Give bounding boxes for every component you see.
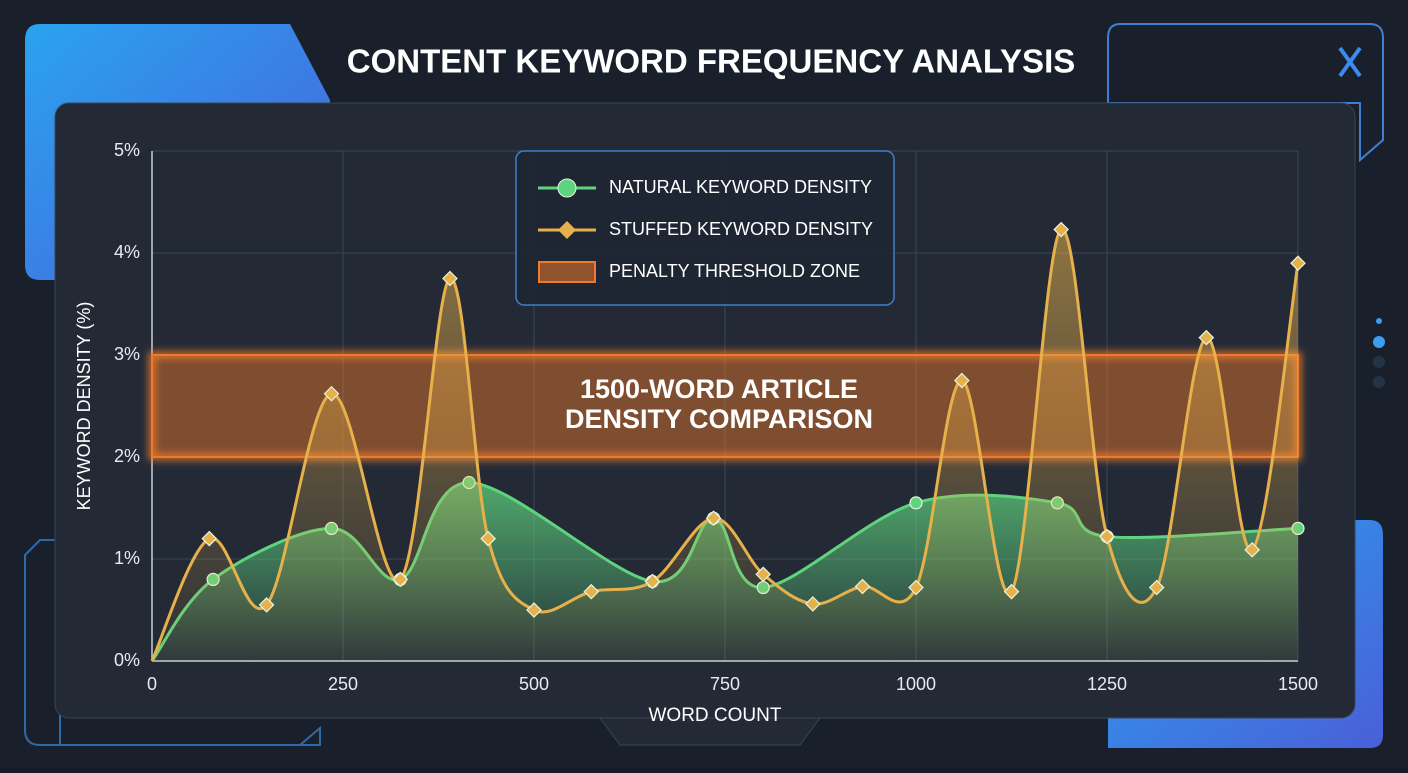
deco-icon <box>1338 46 1362 78</box>
y-tick-label: 5% <box>114 140 140 160</box>
legend-label: PENALTY THRESHOLD ZONE <box>609 261 860 281</box>
diamond-marker <box>1003 583 1020 600</box>
deco-dot <box>1373 336 1385 348</box>
x-tick-label: 250 <box>328 674 358 694</box>
x-tick-label: 750 <box>710 674 740 694</box>
circle-marker <box>909 496 923 510</box>
diamond-marker <box>1244 541 1261 558</box>
y-tick-label: 1% <box>114 548 140 568</box>
diamond-marker <box>583 583 600 600</box>
diamond-marker <box>953 372 970 389</box>
diamond-marker <box>201 530 218 547</box>
diamond-marker <box>1290 255 1306 272</box>
diamond-marker <box>392 571 409 588</box>
diamond-marker <box>526 602 542 618</box>
y-tick-label: 4% <box>114 242 140 262</box>
annotation: DENSITY COMPARISON <box>565 404 873 434</box>
diamond-marker <box>258 597 275 613</box>
chart-title: CONTENT KEYWORD FREQUENCY ANALYSIS <box>347 43 1076 80</box>
diamond-marker <box>1053 221 1070 238</box>
x-tick-label: 1000 <box>896 674 936 694</box>
diamond-marker <box>323 385 340 402</box>
deco-dot <box>1373 376 1385 388</box>
deco-dot <box>1373 356 1385 368</box>
deco-panel <box>1107 23 1384 163</box>
diamond-marker <box>705 510 722 527</box>
x-tick-label: 0 <box>147 674 157 694</box>
diamond-marker <box>1148 579 1165 596</box>
deco-panel <box>24 539 321 746</box>
annotation: 1500-WORD ARTICLE <box>580 374 858 404</box>
deco-tab <box>599 717 821 746</box>
diamond-marker <box>480 530 497 547</box>
diamond-marker <box>908 579 924 596</box>
diamond-marker <box>442 270 458 287</box>
y-tick-label: 0% <box>114 650 140 670</box>
y-axis-label: KEYWORD DENSITY (%) <box>74 302 94 511</box>
legend: NATURAL KEYWORD DENSITY STUFFED KEYWORD D… <box>515 150 895 306</box>
legend-marker <box>558 221 576 239</box>
diamond-marker <box>644 573 661 590</box>
y-tick-label: 3% <box>114 344 140 364</box>
diamond-marker <box>1198 329 1215 346</box>
x-tick-label: 1500 <box>1278 674 1318 694</box>
deco-dot <box>1376 318 1382 324</box>
y-tick-label: 2% <box>114 446 140 466</box>
x-tick-label: 1250 <box>1087 674 1127 694</box>
x-tick-label: 500 <box>519 674 549 694</box>
diamond-marker <box>854 578 871 595</box>
diamond-marker <box>1099 528 1115 545</box>
legend-label: NATURAL KEYWORD DENSITY <box>609 177 872 197</box>
legend-swatch <box>538 261 596 283</box>
legend-marker <box>557 178 577 198</box>
legend-box <box>515 150 895 306</box>
diamond-marker <box>805 596 821 612</box>
legend-label: STUFFED KEYWORD DENSITY <box>609 219 873 239</box>
diamond-marker <box>755 566 772 583</box>
x-axis-label: WORD COUNT <box>649 705 782 726</box>
plot <box>150 221 1306 662</box>
